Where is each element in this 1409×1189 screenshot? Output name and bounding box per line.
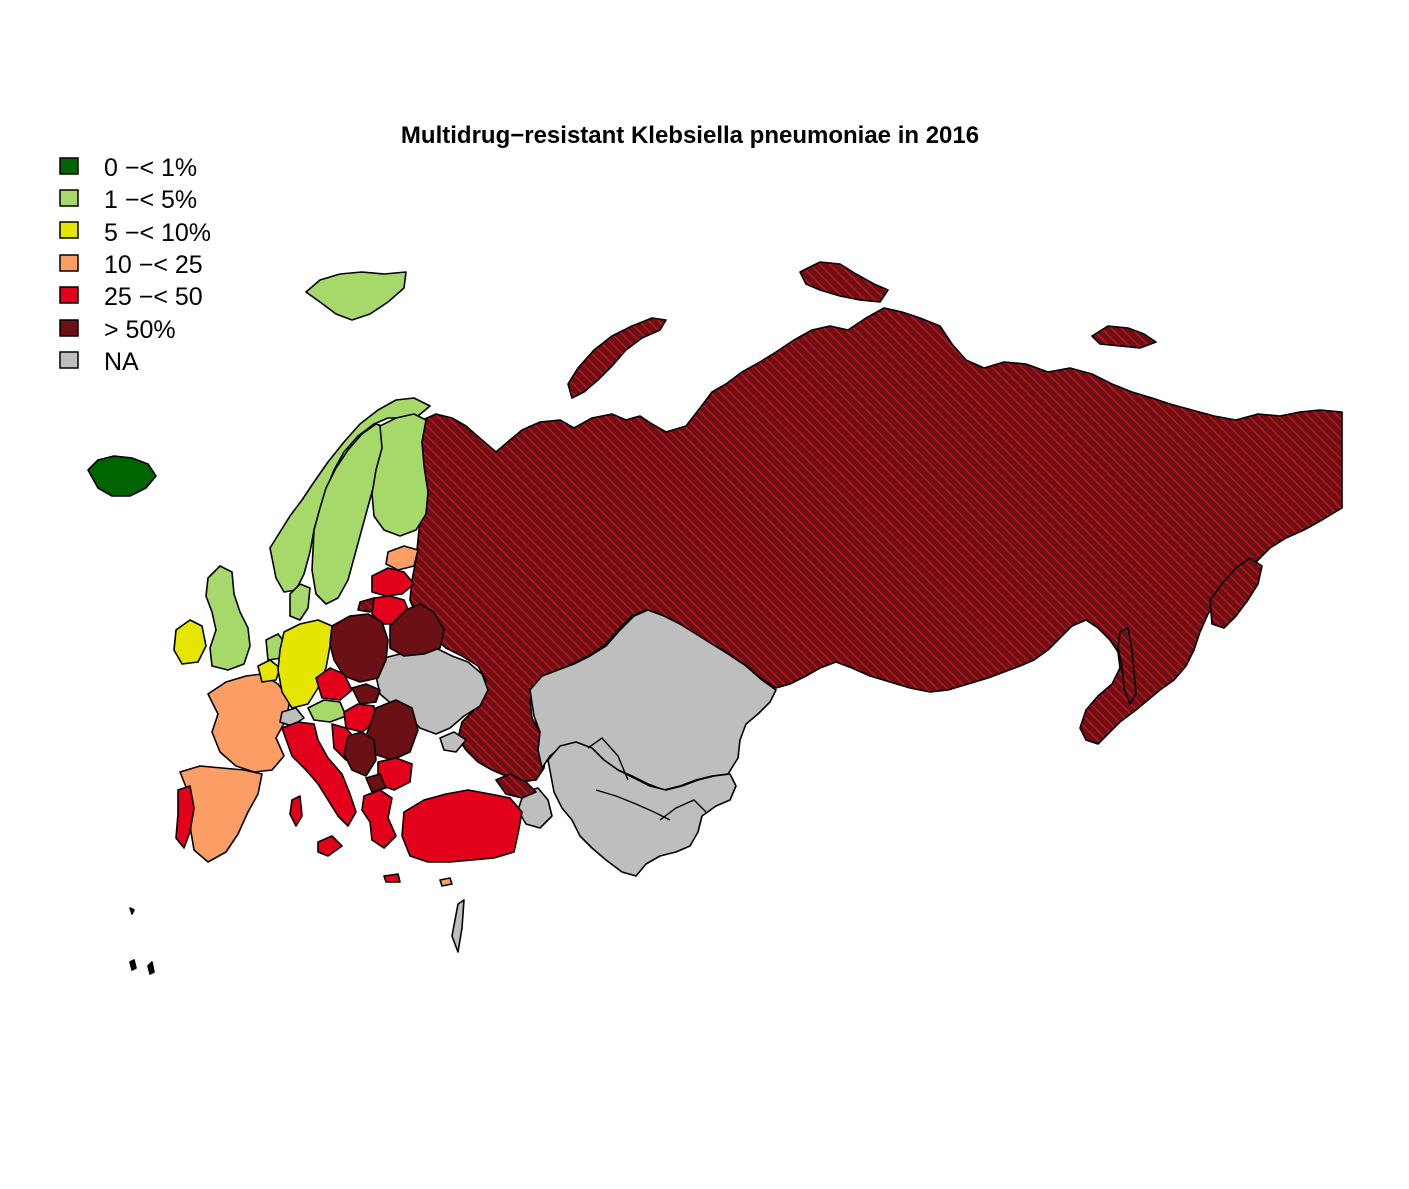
legend-item: 1 −< 5% — [59, 186, 197, 214]
legend-label: NA — [104, 348, 139, 376]
region-svalbard — [305, 271, 407, 321]
region-central-asia — [547, 741, 737, 877]
region-sardinia — [289, 795, 303, 827]
region-estonia — [385, 545, 419, 571]
map-title: Multidrug−resistant Klebsiella pneumonia… — [401, 122, 979, 149]
region-sinai — [451, 899, 465, 953]
region-crete — [383, 873, 401, 883]
legend-label: > 50% — [104, 316, 176, 344]
region-austria — [307, 699, 347, 723]
region-france — [207, 673, 291, 773]
region-ireland — [173, 619, 207, 665]
legend-item: 25 −< 50 — [59, 283, 203, 311]
map-regions — [87, 261, 1343, 975]
region-north-macedonia — [365, 773, 387, 793]
legend-label: 0 −< 1% — [104, 154, 197, 182]
legend-swatch — [59, 221, 79, 239]
region-georgia — [495, 773, 537, 799]
region-sakhalin — [1117, 627, 1137, 705]
region-greece — [361, 789, 397, 849]
legend-swatch — [59, 319, 79, 337]
legend-swatch — [59, 286, 79, 304]
legend-item: 5 −< 10% — [59, 219, 211, 247]
legend-swatch — [59, 189, 79, 207]
region-new-siberian-islands — [1091, 325, 1157, 349]
region-novaya-zemlya — [567, 317, 667, 399]
region-iceland — [87, 455, 157, 497]
legend-item: NA — [59, 348, 139, 376]
region-poland — [329, 613, 389, 683]
legend-swatch — [59, 351, 79, 369]
legend-swatch — [59, 157, 79, 175]
region-sicily — [317, 835, 343, 857]
legend-label: 10 −< 25 — [104, 251, 203, 279]
region-belarus — [389, 603, 445, 657]
region-denmark — [289, 583, 311, 621]
border-central-asia-c — [659, 799, 707, 821]
legend-label: 5 −< 10% — [104, 219, 211, 247]
region-czech — [315, 667, 353, 701]
region-serbia — [343, 731, 377, 777]
region-small-islands — [129, 907, 155, 975]
region-russia — [409, 307, 1343, 783]
region-turkey — [401, 789, 523, 863]
border-central-asia-a — [587, 737, 629, 781]
region-slovakia — [351, 683, 381, 705]
legend-item: 0 −< 1% — [59, 154, 197, 182]
region-latvia — [371, 567, 415, 597]
legend-label: 1 −< 5% — [104, 186, 197, 214]
region-kamchatka — [1209, 557, 1263, 629]
legend-swatch — [59, 254, 79, 272]
region-cyprus — [439, 877, 453, 887]
region-italy — [281, 721, 357, 827]
region-finland — [371, 413, 429, 537]
legend: 0 −< 1% 1 −< 5% 5 −< 10% 10 −< 25 25 −< … — [59, 154, 211, 376]
region-portugal — [175, 785, 195, 849]
legend-item: 10 −< 25 — [59, 251, 203, 279]
legend-item: > 50% — [59, 316, 176, 344]
legend-label: 25 −< 50 — [104, 283, 203, 311]
region-severnaya-zemlya — [799, 261, 889, 303]
region-crimea — [439, 731, 467, 753]
region-united-kingdom — [205, 565, 251, 671]
border-central-asia-b — [595, 789, 671, 821]
region-belgium — [257, 659, 281, 683]
